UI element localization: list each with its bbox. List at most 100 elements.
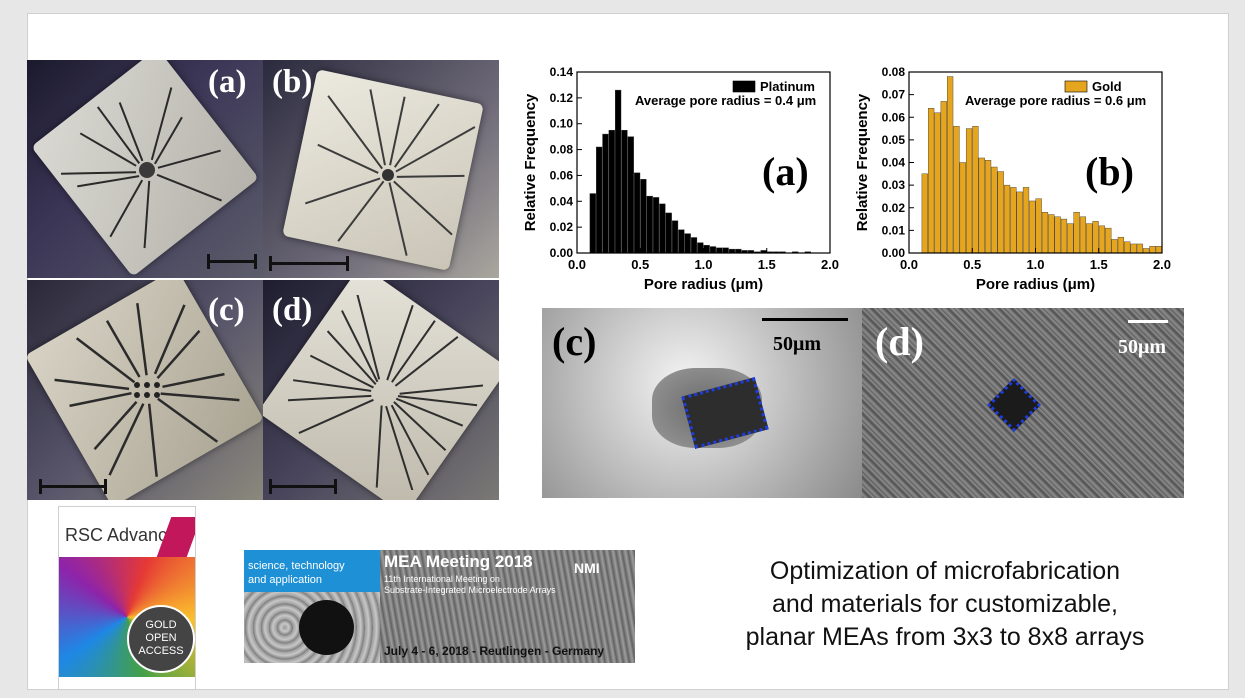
meeting-banner: science, technology and application MEA …	[244, 550, 635, 663]
histogram-bar	[940, 101, 947, 254]
chart-annotation-b: Average pore radius = 0.6 μm	[965, 93, 1147, 108]
histogram-bar	[1054, 216, 1061, 254]
electrode-traces	[54, 303, 240, 477]
mea-photo-b	[263, 60, 499, 278]
chart-panel-label-a: (a)	[762, 149, 809, 194]
histogram-bar	[1003, 184, 1011, 254]
histogram-bar	[959, 162, 966, 254]
histogram-bar	[621, 129, 628, 254]
photo-label-d: (d)	[272, 292, 313, 328]
y-tick-label: 0.08	[550, 143, 574, 157]
legend-label: Platinum	[760, 79, 815, 94]
banner-title: MEA Meeting 2018	[384, 552, 533, 571]
histogram-bar	[1111, 239, 1118, 254]
sem-label-c: (c)	[552, 319, 597, 364]
histogram-bar	[627, 136, 634, 254]
y-tick-label: 0.14	[550, 65, 574, 79]
slide-caption: Optimization of microfabrication and mat…	[745, 557, 1145, 651]
histogram-bar	[1067, 223, 1074, 254]
y-tick-label: 0.00	[882, 246, 906, 260]
histogram-bar	[684, 233, 691, 254]
histogram-bar	[633, 172, 641, 254]
x-tick-label: 1.5	[758, 257, 776, 272]
histogram-bar	[997, 171, 1004, 254]
pore-outline	[987, 378, 1041, 432]
y-tick-label: 0.01	[882, 223, 906, 237]
y-tick-label: 0.02	[882, 201, 906, 215]
histogram-bar	[1022, 187, 1030, 254]
histogram-bar	[1149, 246, 1156, 254]
histogram-bar	[953, 126, 960, 254]
sem-scale-c: 50μm	[773, 333, 821, 355]
scale-bar	[269, 256, 349, 271]
histogram-bar	[1155, 246, 1162, 254]
histogram-bar	[1010, 187, 1017, 254]
histogram-bar	[1029, 200, 1036, 254]
histogram-bar	[646, 195, 653, 254]
sem-image-platinum	[542, 308, 862, 498]
x-tick-label: 2.0	[1153, 257, 1171, 272]
mea-photo-d	[263, 280, 499, 500]
scale-bar	[269, 479, 337, 494]
histogram-gold: 0.0 0.5 1.0 1.5 2.0 0.00 0.01 0.02 0.03 0.04 0.05 0…	[854, 65, 1171, 293]
y-tick-label: 0.00	[550, 246, 574, 260]
histogram-bar	[1117, 236, 1124, 254]
sem-scale-d: 50μm	[1118, 336, 1166, 358]
x-tick-label: 0.5	[963, 257, 981, 272]
histogram-bar	[921, 173, 928, 254]
banner-micrograph	[244, 592, 380, 663]
electrode-traces	[288, 295, 483, 490]
histogram-bar	[934, 112, 941, 254]
banner-left-line1: science, technology	[248, 560, 345, 572]
journal-title: RSC Advances	[65, 525, 187, 545]
histogram-bar	[972, 126, 979, 254]
x-tick-label: 1.5	[1090, 257, 1108, 272]
histogram-bar	[1041, 212, 1049, 254]
histogram-bar	[709, 246, 717, 254]
x-tick-label: 0.0	[900, 257, 918, 272]
histogram-bar	[1098, 225, 1106, 254]
banner-subtitle-line1: 11th International Meeting on	[384, 574, 500, 584]
histogram-bar	[659, 203, 666, 254]
journal-cover: RSC Advances GOLD OPEN ACCESS	[58, 506, 196, 690]
electrode-traces	[61, 87, 222, 249]
histogram-bar	[690, 237, 698, 254]
x-axis-label: Pore radius (μm)	[644, 276, 763, 293]
histogram-bar	[978, 157, 985, 254]
x-tick-label: 0.0	[568, 257, 586, 272]
photo-label-a: (a)	[208, 64, 247, 100]
histogram-bar	[602, 133, 609, 254]
histogram-bar	[608, 129, 615, 254]
histogram-bar	[665, 212, 672, 254]
histogram-bar	[671, 220, 679, 254]
legend-swatch	[732, 80, 756, 93]
histogram-bar	[1105, 227, 1112, 254]
mea-photo-a	[27, 60, 263, 278]
x-tick-label: 0.5	[631, 257, 649, 272]
legend-swatch	[1064, 80, 1088, 93]
histogram-bar	[1130, 243, 1137, 254]
banner-left-line2: and application	[248, 574, 323, 586]
mea-photo-c	[27, 280, 263, 500]
badge-line1: GOLD	[145, 619, 177, 631]
y-axis-label: Relative Frequency	[854, 93, 871, 231]
histogram-bar	[722, 247, 729, 254]
y-tick-label: 0.06	[550, 168, 574, 182]
banner-date: July 4 - 6, 2018 - Reutlingen - Germany	[384, 644, 605, 658]
histogram-bar	[652, 197, 660, 254]
chart-annotation-a: Average pore radius = 0.4 μm	[635, 93, 817, 108]
y-tick-label: 0.05	[882, 133, 906, 147]
histogram-bar	[1143, 248, 1150, 254]
histogram-bar	[1136, 243, 1143, 254]
sem-label-d: (d)	[875, 319, 924, 364]
x-tick-label: 1.0	[694, 257, 712, 272]
legend-label: Gold	[1092, 79, 1122, 94]
histogram-bar	[1124, 241, 1131, 254]
histogram-bar	[703, 245, 710, 254]
y-tick-label: 0.06	[882, 110, 906, 124]
histogram-bar	[1035, 198, 1042, 254]
electrode-traces	[304, 89, 476, 256]
histogram-bar	[1073, 212, 1080, 254]
y-tick-label: 0.10	[550, 117, 574, 131]
histogram-bar	[984, 160, 992, 254]
